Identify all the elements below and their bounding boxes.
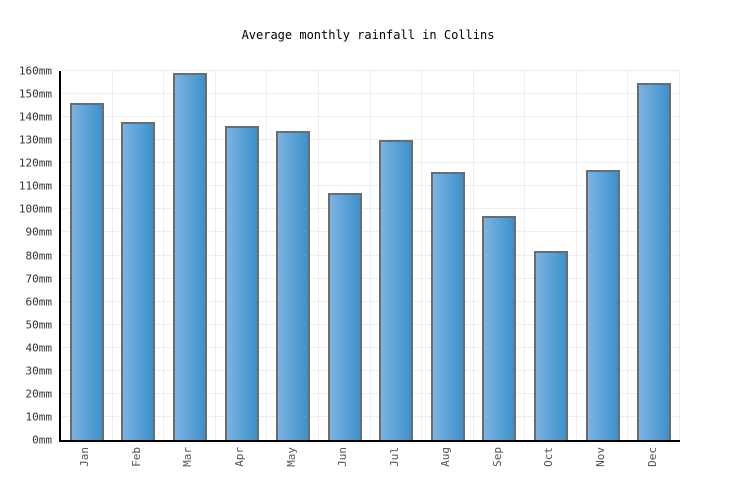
gridline-h-150 (61, 93, 680, 95)
bar-nov (585, 170, 620, 440)
gridline-h-120 (61, 162, 680, 164)
x-label-slot-oct: Oct (523, 447, 575, 497)
bar-slot-jan (61, 71, 113, 440)
bar-mar (172, 73, 207, 440)
x-label-slot-jul: Jul (368, 447, 420, 497)
y-axis-tick-label: 160mm (18, 64, 52, 78)
bar-slot-mar (164, 71, 216, 440)
x-axis-tick-label: Apr (233, 447, 247, 467)
bar-slot-apr (216, 71, 268, 440)
x-label-slot-aug: Aug (420, 447, 472, 497)
bar-slot-feb (113, 71, 165, 440)
gridline-v-1 (111, 71, 113, 440)
chart-title: Average monthly rainfall in Collins (241, 28, 495, 42)
y-axis-tick-label: 110mm (18, 179, 52, 193)
x-label-slot-sep: Sep (472, 447, 524, 497)
plot-area (59, 70, 680, 442)
x-axis-tick-label: Jul (387, 447, 401, 467)
gridline-h-160 (61, 70, 680, 71)
gridline-h-70 (61, 277, 680, 279)
bars-row (61, 71, 680, 440)
x-axis-tick-label: Sep (490, 447, 504, 467)
x-axis-tick-label: May (284, 447, 298, 467)
gridline-v-2 (163, 71, 165, 440)
gridline-h-130 (61, 139, 680, 141)
gridline-v-4 (266, 71, 268, 440)
gridline-h-80 (61, 254, 680, 256)
y-axis-tick-label: 40mm (25, 341, 53, 355)
bar-slot-jun (319, 71, 371, 440)
x-axis-tick-label: Dec (645, 447, 659, 467)
y-axis-labels: 0mm 10mm 20mm 30mm 40mm 50mm 60mm 70mm 80mm 90mm 1… (0, 65, 53, 447)
gridline-v-11 (627, 71, 629, 440)
bar-slot-aug (422, 71, 474, 440)
gridline-h-10 (61, 415, 680, 417)
gridline-h-100 (61, 208, 680, 210)
x-label-slot-nov: Nov (575, 447, 627, 497)
x-label-slot-jun: Jun (317, 447, 369, 497)
gridline-h-50 (61, 323, 680, 325)
bar-jun (327, 193, 362, 440)
y-axis-tick-label: 10mm (25, 410, 53, 424)
bar-slot-jul (370, 71, 422, 440)
bar-dec (637, 82, 672, 440)
bar-jul (379, 140, 414, 440)
x-label-slot-feb: Feb (111, 447, 163, 497)
bar-slot-dec (628, 71, 680, 440)
bar-slot-sep (474, 71, 526, 440)
gridline-v-8 (472, 71, 474, 440)
x-axis-tick-label: Nov (594, 447, 608, 467)
y-axis-tick-label: 30mm (25, 364, 53, 378)
x-axis-labels: Jan Feb Mar Apr May Jun Jul Aug Sep Oct Nov Dec (59, 447, 678, 497)
x-axis-tick-label: Jan (78, 447, 92, 467)
y-axis-tick-label: 0mm (32, 433, 52, 447)
bar-slot-oct (525, 71, 577, 440)
gridline-h-60 (61, 300, 680, 302)
bar-slot-may (267, 71, 319, 440)
x-axis-tick-label: Oct (542, 447, 556, 467)
y-axis-tick-label: 150mm (18, 87, 52, 101)
bar-jan (69, 103, 104, 440)
x-label-slot-dec: Dec (626, 447, 678, 497)
bar-feb (121, 121, 156, 440)
x-label-slot-mar: Mar (162, 447, 214, 497)
gridline-h-140 (61, 116, 680, 118)
y-axis-tick-label: 130mm (18, 133, 52, 147)
x-axis-tick-label: Feb (129, 447, 143, 467)
gridline-h-90 (61, 231, 680, 233)
gridline-v-6 (369, 71, 371, 440)
bar-oct (533, 250, 568, 440)
gridline-v-3 (214, 71, 216, 440)
bar-sep (482, 216, 517, 440)
gridline-v-9 (524, 71, 526, 440)
y-axis-tick-label: 80mm (25, 249, 53, 262)
y-axis-tick-label: 90mm (25, 225, 53, 239)
bar-may (276, 130, 311, 440)
x-axis-tick-label: Aug (439, 447, 453, 467)
gridline-v-5 (317, 71, 319, 440)
gridline-v-7 (421, 71, 423, 440)
y-axis-tick-label: 50mm (25, 318, 53, 332)
bar-slot-nov (577, 71, 629, 440)
x-axis-tick-label: Jun (336, 447, 350, 467)
bar-aug (430, 172, 465, 440)
x-label-slot-jan: Jan (59, 447, 111, 497)
x-axis-tick-label: Mar (181, 447, 195, 467)
y-axis-tick-label: 100mm (18, 202, 52, 216)
gridline-h-30 (61, 369, 680, 371)
y-axis-tick-label: 60mm (25, 295, 53, 309)
y-axis-tick-label: 70mm (25, 272, 53, 286)
gridline-v-12 (679, 71, 680, 440)
x-label-slot-apr: Apr (214, 447, 266, 497)
gridline-h-20 (61, 392, 680, 394)
gridline-h-40 (61, 346, 680, 348)
y-axis-tick-label: 120mm (18, 156, 52, 170)
y-axis-tick-label: 140mm (18, 110, 52, 124)
x-label-slot-may: May (265, 447, 317, 497)
gridline-h-110 (61, 185, 680, 187)
bar-apr (224, 126, 259, 440)
y-axis-tick-label: 20mm (25, 387, 53, 401)
gridline-v-10 (575, 71, 577, 440)
